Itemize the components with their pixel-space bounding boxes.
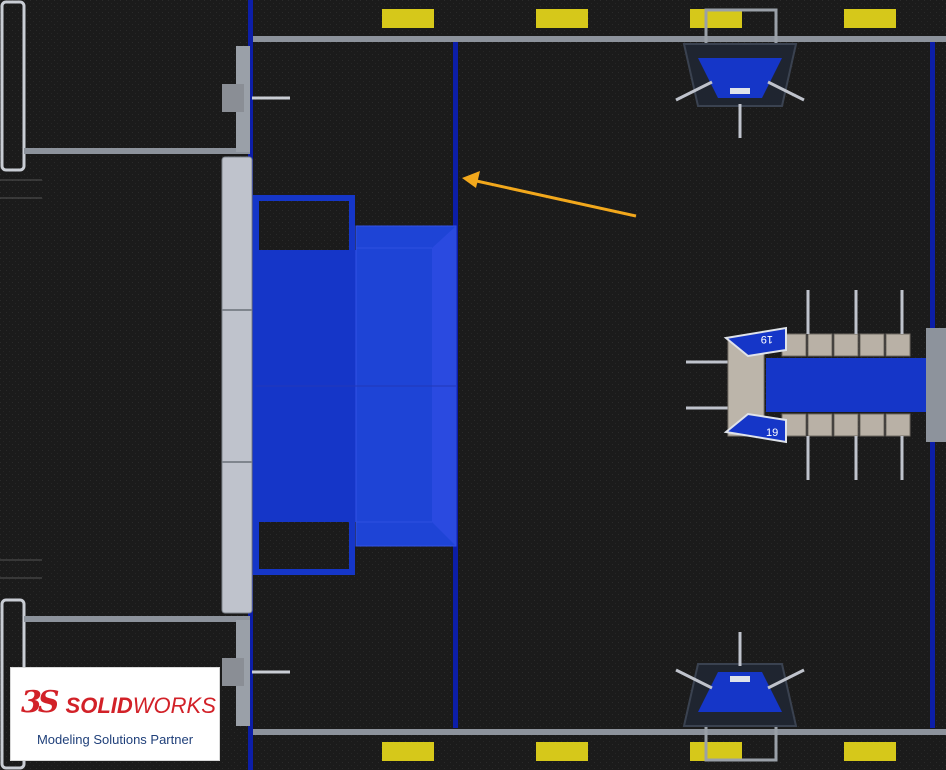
robot-number-top: 19 xyxy=(761,333,773,345)
yellow-pads-bottom xyxy=(382,742,896,761)
goal-top xyxy=(675,8,805,138)
goal-bottom xyxy=(675,632,805,762)
brand-name-part2: WORKS xyxy=(132,693,216,718)
bottom-guardrail xyxy=(253,729,946,735)
yellow-pads-top xyxy=(382,9,896,28)
solidworks-logo: 3S SOLIDWORKS Modeling Solutions Partner xyxy=(10,667,220,761)
orange-arrow xyxy=(462,171,637,218)
ds-logo-mark: 3S xyxy=(21,685,59,720)
brand-name: SOLIDWORKS xyxy=(66,694,216,718)
robot-structure xyxy=(686,290,946,480)
brand-name-part1: SOLID xyxy=(65,693,133,718)
blue-platform xyxy=(253,195,457,575)
top-guardrail xyxy=(253,36,946,42)
left-wall xyxy=(0,0,290,770)
robot-number-bottom: 19 xyxy=(766,427,778,439)
logo-tagline: Modeling Solutions Partner xyxy=(36,732,194,747)
